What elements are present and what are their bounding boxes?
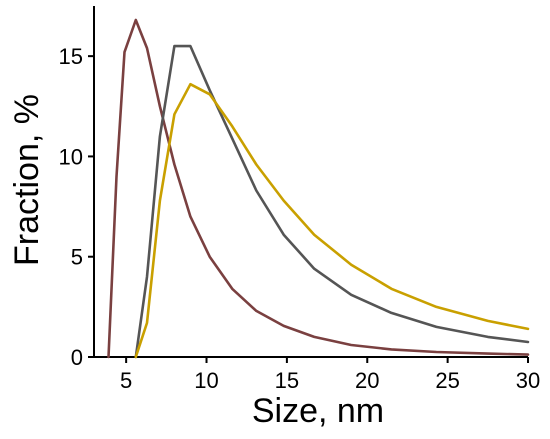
y-tick-label: 10 <box>59 144 83 169</box>
x-tick-label: 5 <box>120 368 132 393</box>
series-line-3 <box>134 82 530 359</box>
x-tick-label: 20 <box>355 368 379 393</box>
ticks <box>88 55 529 363</box>
tick-labels: 5 10 15 20 25 30 0 5 10 15 <box>59 44 541 393</box>
y-tick-label: 5 <box>71 245 83 270</box>
series-line-1 <box>107 18 530 359</box>
axes <box>93 6 528 358</box>
series-group <box>107 18 530 359</box>
y-axis-title: Fraction, % <box>8 94 46 266</box>
x-tick-label: 15 <box>275 368 299 393</box>
x-axis-title: Size, nm <box>252 392 384 430</box>
x-tick-label: 30 <box>516 368 540 393</box>
series-line-2 <box>134 44 530 359</box>
x-tick-label: 25 <box>435 368 459 393</box>
y-tick-label: 0 <box>71 345 83 370</box>
y-tick-label: 15 <box>59 44 83 69</box>
x-tick-label: 10 <box>194 368 218 393</box>
